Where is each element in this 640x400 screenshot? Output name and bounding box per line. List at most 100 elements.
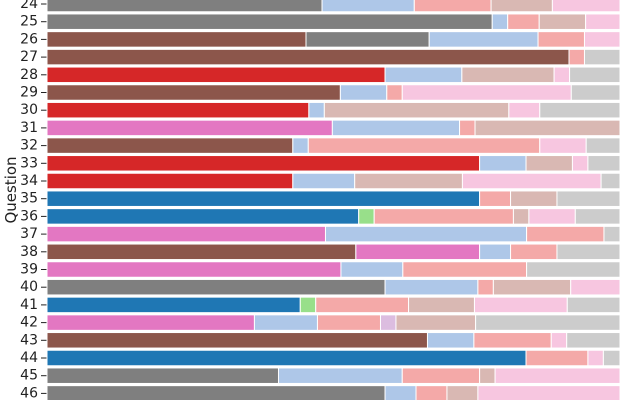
bar-segment-q28-2 (461, 66, 555, 84)
bar-segment-q26-3 (537, 31, 585, 48)
bar-segment-q42-4 (395, 314, 477, 331)
bar-segment-q35-2 (510, 190, 558, 207)
bar-segment-q43-1 (426, 332, 475, 349)
bar-segment-q34-1 (292, 172, 356, 190)
bar-segment-q28-1 (384, 66, 463, 84)
y-tick-label: 24 (20, 0, 38, 12)
bar-segment-q33-0 (46, 155, 481, 172)
y-tick-label: 42 (20, 315, 38, 331)
bar-segment-q25-0 (46, 13, 493, 30)
bar-segment-q31-1 (331, 119, 461, 137)
bar-segment-q45-2 (401, 367, 481, 384)
bar-segment-q32-2 (307, 137, 541, 154)
bar-segment-q42-5 (475, 314, 621, 331)
y-axis-title: Question (2, 156, 20, 223)
y-tick-label: 37 (20, 226, 38, 242)
bar-segment-q46-0 (46, 385, 386, 400)
bar-segment-q34-3 (461, 172, 602, 190)
bar-segment-q40-2 (477, 278, 494, 296)
bar-segment-q39-2 (402, 261, 528, 278)
bar-segment-q46-2 (415, 385, 448, 400)
bar-segment-q39-1 (340, 261, 404, 278)
y-tick-label: 33 (20, 155, 38, 171)
bar-segment-q42-0 (46, 314, 255, 331)
y-tick-label: 29 (20, 85, 38, 101)
bar-segment-q43-0 (46, 332, 428, 349)
bar-segment-q37-1 (324, 225, 528, 243)
bar-segment-q45-3 (479, 367, 496, 384)
y-tick-label: 40 (20, 279, 38, 295)
bar-segment-q41-0 (46, 296, 301, 314)
bar-segment-q24-3 (490, 0, 553, 13)
bar-segment-q29-1 (339, 84, 388, 101)
bar-segment-q38-3 (510, 243, 558, 261)
bar-segment-q25-2 (507, 13, 540, 30)
bar-segment-q26-0 (46, 31, 307, 48)
bar-segment-q41-5 (566, 296, 621, 314)
bar-segment-q30-0 (46, 101, 310, 119)
y-tick-label: 32 (20, 138, 38, 154)
bar-segment-q42-2 (316, 314, 381, 331)
bar-segment-q30-1 (308, 101, 325, 119)
bar-segment-q43-2 (473, 332, 552, 349)
bar-segment-q37-0 (46, 225, 326, 243)
y-tick-label: 36 (20, 208, 38, 224)
bar-segment-q30-2 (323, 101, 510, 119)
bar-segment-q29-0 (46, 84, 341, 101)
bar-segment-q36-4 (528, 208, 576, 225)
bar-segment-q35-0 (46, 190, 481, 207)
y-tick-label: 30 (20, 102, 38, 118)
bar-segment-q35-1 (479, 190, 512, 207)
bar-segment-q40-3 (492, 278, 572, 296)
bar-segment-q31-3 (474, 119, 621, 137)
bar-segment-q40-0 (46, 278, 386, 296)
bar-segment-q30-3 (508, 101, 541, 119)
bar-segment-q32-1 (292, 137, 309, 154)
bar-segment-q31-0 (46, 119, 333, 137)
bar-segment-q37-2 (526, 225, 605, 243)
bar-segment-q28-0 (46, 66, 386, 84)
bar-segment-q42-1 (253, 314, 318, 331)
bar-segment-q26-1 (305, 31, 430, 48)
bar-segment-q33-4 (587, 155, 621, 172)
bar-segment-q26-4 (583, 31, 621, 48)
y-tick-label: 41 (20, 297, 38, 313)
bar-segment-q44-3 (602, 349, 621, 367)
bar-segment-q38-4 (556, 243, 621, 261)
bar-segment-q45-1 (277, 367, 403, 384)
bar-segment-q24-2 (413, 0, 492, 13)
bar-segment-q39-0 (46, 261, 342, 278)
bar-segment-q41-4 (473, 296, 568, 314)
y-tick-label: 27 (20, 49, 38, 65)
bar-segment-q25-1 (491, 13, 509, 30)
bar-segment-q33-2 (525, 155, 573, 172)
bar-segment-q39-3 (526, 261, 621, 278)
bar-segment-q29-2 (386, 84, 403, 101)
y-tick-label: 45 (20, 368, 38, 384)
bar-segment-q26-2 (428, 31, 539, 48)
bar-segment-q29-4 (570, 84, 621, 101)
bar-segment-q32-0 (46, 137, 294, 154)
bar-segment-q36-1 (358, 208, 375, 225)
y-tick-label: 28 (20, 67, 38, 83)
bar-segment-q42-3 (379, 314, 397, 331)
bar-segment-q36-2 (373, 208, 514, 225)
bar-segment-q45-4 (494, 367, 621, 384)
bar-segment-q36-3 (512, 208, 530, 225)
bars (46, 0, 621, 400)
bar-segment-q46-1 (384, 385, 417, 400)
bar-segment-q43-4 (566, 332, 621, 349)
bar-segment-q33-1 (479, 155, 527, 172)
bar-segment-q40-4 (570, 278, 621, 296)
bar-segment-q28-4 (569, 66, 621, 84)
bar-segment-q25-4 (585, 13, 621, 30)
bar-segment-q44-1 (525, 349, 589, 367)
bar-segment-q45-0 (46, 367, 279, 384)
y-tick-label: 35 (20, 191, 38, 207)
bar-segment-q46-3 (446, 385, 479, 400)
bar-segment-q28-3 (553, 66, 571, 84)
bar-segment-q41-1 (299, 296, 317, 314)
bar-segment-q43-3 (550, 332, 568, 349)
bar-segment-q29-3 (401, 84, 572, 101)
